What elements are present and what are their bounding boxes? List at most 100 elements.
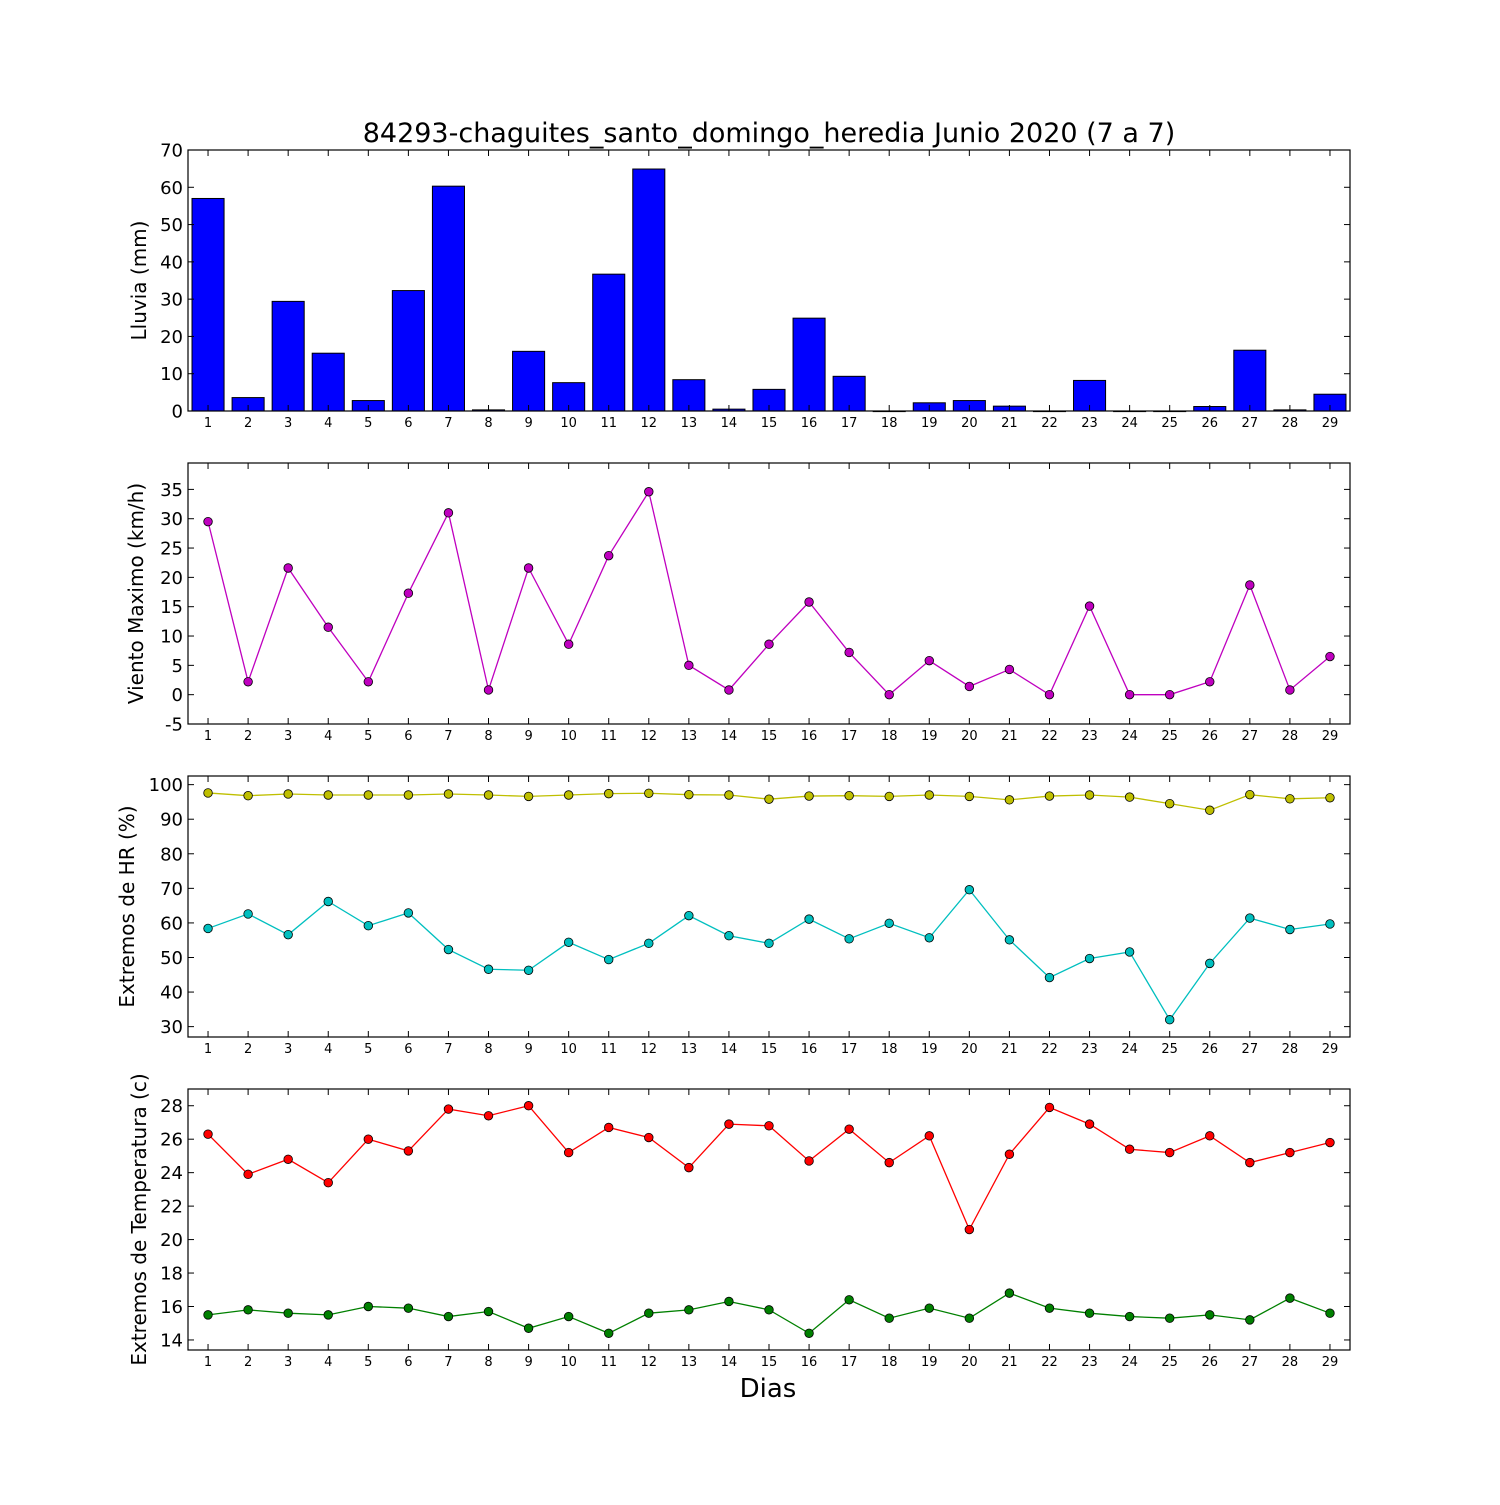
series-2-point-day-15: [764, 938, 774, 949]
x-tick-label: 6: [404, 1042, 412, 1057]
y-tick-label: 25: [160, 539, 183, 560]
x-tick-label: 24: [1121, 416, 1138, 431]
x-tick-label: 18: [881, 1042, 898, 1057]
x-tick-label: 4: [324, 416, 332, 431]
series-2-point-day-4: [323, 1310, 333, 1320]
series-1-point-day-17: [844, 791, 854, 801]
bar-day-12: [632, 168, 666, 412]
x-tick-label: 8: [484, 1042, 492, 1057]
x-tick-label: 1: [204, 729, 212, 744]
series-1-point-day-8: [483, 685, 494, 695]
y-axis-label: Lluvia (mm): [127, 221, 151, 341]
series-1-point-day-9: [523, 1101, 534, 1111]
y-tick-label: 24: [160, 1163, 183, 1184]
y-tick-label: 20: [160, 1230, 183, 1251]
plot-area: [203, 487, 1335, 700]
x-tick-label: 14: [721, 729, 738, 744]
series-1-point-day-28: [1285, 794, 1295, 804]
series-1-point-day-13: [684, 789, 694, 800]
series-2-point-day-2: [243, 909, 253, 919]
x-tick-label: 5: [364, 416, 372, 431]
bar-day-7: [431, 185, 465, 412]
x-tick-label: 3: [284, 1042, 292, 1057]
series-2-point-day-5: [363, 1301, 374, 1312]
y-axis-label: Viento Maximo (km/h): [124, 483, 148, 704]
x-tick-label: 15: [761, 416, 778, 431]
series-1-point-day-6: [403, 588, 414, 598]
x-tick-label: 2: [244, 1042, 252, 1057]
series-2-point-day-19: [924, 933, 934, 943]
series-1-point-day-5: [363, 677, 374, 687]
series-1-point-day-20: [964, 681, 975, 692]
series-1-point-day-12: [644, 788, 654, 798]
x-tick-label: 14: [721, 416, 738, 431]
x-tick-label: 29: [1322, 729, 1339, 744]
axes-frame: [187, 775, 1351, 1038]
x-tick-label: 23: [1081, 1355, 1098, 1370]
y-tick-label: 30: [160, 290, 183, 311]
x-tick-label: 17: [841, 729, 858, 744]
y-tick-label: 5: [172, 656, 183, 677]
x-tick-label: 27: [1242, 416, 1259, 431]
x-tick-label: 3: [284, 729, 292, 744]
x-tick-label: 21: [1001, 1042, 1018, 1057]
x-tick-label: 5: [364, 729, 372, 744]
plot-area: [191, 168, 1347, 413]
series-1-point-day-8: [483, 1111, 494, 1121]
series-1-point-day-7: [443, 1104, 454, 1114]
series-2-point-day-10: [563, 1311, 574, 1322]
y-tick-label: 30: [160, 509, 183, 530]
y-tick-label: 35: [160, 480, 183, 501]
x-tick-label: 12: [641, 1042, 658, 1057]
x-tick-label: 10: [560, 1042, 577, 1057]
x-tick-label: 18: [881, 1355, 898, 1370]
y-tick-label: 90: [160, 810, 183, 831]
series-1-point-day-21: [1004, 795, 1015, 805]
y-tick-label: 60: [160, 913, 183, 934]
x-tick-label: 28: [1282, 1355, 1299, 1370]
x-tick-label: 25: [1161, 1355, 1178, 1370]
series-1-point-day-3: [283, 563, 293, 573]
x-tick-label: 14: [721, 1042, 738, 1057]
x-tick-label: 26: [1201, 729, 1218, 744]
x-tick-label: 19: [921, 416, 938, 431]
x-tick-label: 24: [1121, 1042, 1138, 1057]
y-tick-label: 40: [160, 983, 183, 1004]
series-1-point-day-20: [964, 1224, 975, 1235]
series-1-point-day-24: [1124, 689, 1135, 700]
x-axis-ticks: 1 2 3 4 5 6 7 8 9 10 11 12 13 14 15 16 17 18 19 20 21 22 23 24 2…: [204, 1089, 1338, 1370]
series-1-point-day-21: [1004, 1149, 1015, 1159]
series-1-point-day-19: [924, 655, 934, 666]
series-2-point-day-20: [964, 1313, 975, 1323]
series-2-point-day-21: [1004, 935, 1015, 945]
series-1-point-day-11: [604, 1122, 614, 1133]
x-tick-label: 16: [801, 1355, 818, 1370]
series-2-point-day-6: [403, 1303, 414, 1313]
series-1-point-day-7: [443, 789, 454, 799]
series-1-point-day-1: [203, 516, 213, 527]
x-tick-label: 3: [284, 416, 292, 431]
x-tick-label: 10: [560, 1355, 577, 1370]
series-2-point-day-13: [684, 1305, 694, 1315]
x-tick-label: 7: [444, 1042, 452, 1057]
x-tick-label: 12: [641, 1355, 658, 1370]
bar-day-3: [271, 300, 305, 412]
y-tick-label: 20: [160, 327, 183, 348]
series-1-point-day-22: [1044, 689, 1055, 700]
x-tick-label: 5: [364, 1355, 372, 1370]
series-1-point-day-25: [1164, 689, 1175, 700]
series-1-point-day-9: [523, 563, 534, 573]
series-1-point-day-5: [363, 1134, 374, 1144]
x-tick-label: 15: [761, 1042, 778, 1057]
series-1-point-day-14: [724, 790, 734, 800]
series-1-point-day-6: [403, 790, 414, 800]
series-2-point-day-12: [644, 938, 654, 949]
figure-title: 84293-chaguites_santo_domingo_heredia Ju…: [363, 118, 1176, 149]
x-tick-label: 18: [881, 729, 898, 744]
y-axis-label: Extremos de Temperatura (c): [127, 1073, 151, 1365]
x-tick-label: 11: [600, 1355, 617, 1370]
y-tick-label: 15: [160, 597, 183, 618]
series-1-point-day-16: [804, 1156, 814, 1166]
series-2-point-day-2: [243, 1305, 253, 1315]
series-1-point-day-12: [644, 1132, 654, 1143]
